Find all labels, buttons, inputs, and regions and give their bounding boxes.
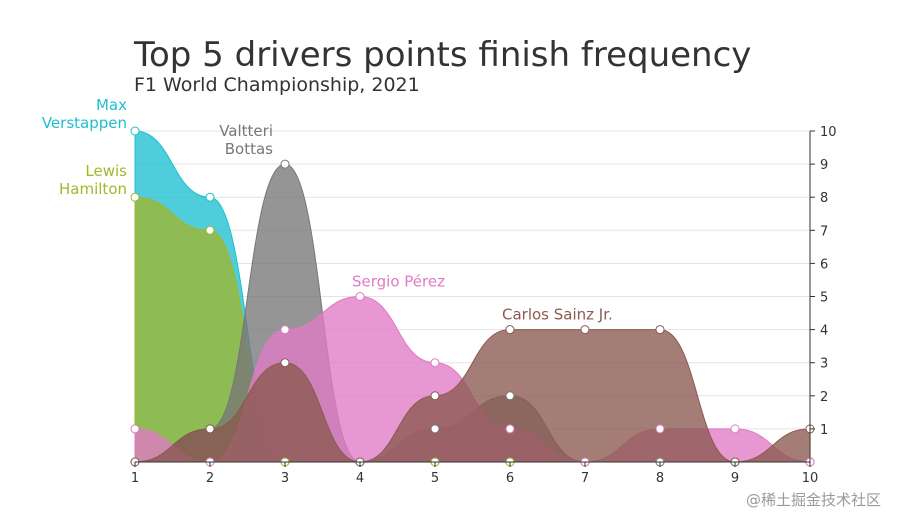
point-carlos-sainz-jr--7 [580,325,590,335]
y-tick-label-1: 1 [820,423,828,438]
point-sergio-p-rez-3 [280,325,290,335]
x-tick-label-6: 6 [506,471,514,486]
point-carlos-sainz-jr--3 [280,358,290,368]
point-valtteri-bottas-5 [430,424,440,434]
x-tick-label-9: 9 [731,471,739,486]
series-label-max-verstappen-line-2: Verstappen [42,114,127,132]
point-lewis-hamilton-2 [205,225,215,235]
point-sergio-p-rez-6 [505,424,515,434]
point-max-verstappen-1 [130,126,140,136]
y-tick-label-6: 6 [820,257,828,272]
y-tick-label-2: 2 [820,390,828,405]
x-tick-label-7: 7 [581,471,589,486]
y-tick-label-7: 7 [820,224,828,239]
series-label-lewis-hamilton-line-1: Lewis [85,162,127,180]
y-tick-label-5: 5 [820,291,828,306]
y-tick-label-4: 4 [820,324,828,339]
series-label-carlos-sainz-jr--line-1: Carlos Sainz Jr. [502,306,613,324]
y-tick-label-10: 10 [820,125,837,140]
x-tick-label-4: 4 [356,471,364,486]
series-label-max-verstappen-line-1: Max [96,96,127,114]
point-valtteri-bottas-6 [505,391,515,401]
series-label-lewis-hamilton-line-2: Hamilton [59,180,127,198]
x-tick-label-2: 2 [206,471,214,486]
series-label-valtteri-bottas-line-2: Bottas [225,140,273,158]
point-max-verstappen-2 [205,192,215,202]
point-carlos-sainz-jr--5 [430,391,440,401]
x-tick-label-1: 1 [131,471,139,486]
point-carlos-sainz-jr--2 [205,424,215,434]
chart-subtitle: F1 World Championship, 2021 [134,74,420,96]
series-label-valtteri-bottas-line-1: Valtteri [219,122,273,140]
chart-title: Top 5 drivers points finish frequency [133,35,751,75]
point-lewis-hamilton-1 [130,192,140,202]
y-axis: 1 2 3 4 5 6 7 8 9 10 [809,125,837,462]
x-tick-label-10: 10 [802,471,819,486]
point-valtteri-bottas-3 [280,159,290,169]
y-tick-label-3: 3 [820,357,828,372]
area-carlos-sainz-jr- [134,329,811,463]
point-sergio-p-rez-9 [730,424,740,434]
x-tick-label-3: 3 [281,471,289,486]
x-tick-label-8: 8 [656,471,664,486]
point-carlos-sainz-jr--8 [655,325,665,335]
point-carlos-sainz-jr--6 [505,325,515,335]
watermark: @稀土掘金技术社区 [745,491,881,509]
point-sergio-p-rez-4 [355,292,365,301]
point-sergio-p-rez-8 [655,424,665,434]
y-tick-label-9: 9 [820,158,828,173]
y-tick-label-8: 8 [820,191,828,206]
x-tick-label-5: 5 [431,471,439,486]
series-label-sergio-p-rez-line-1: Sergio Pérez [352,273,445,291]
point-sergio-p-rez-1 [130,424,140,434]
point-sergio-p-rez-5 [430,358,440,368]
x-axis: 1 2 3 4 5 6 7 8 9 10 [131,461,819,486]
